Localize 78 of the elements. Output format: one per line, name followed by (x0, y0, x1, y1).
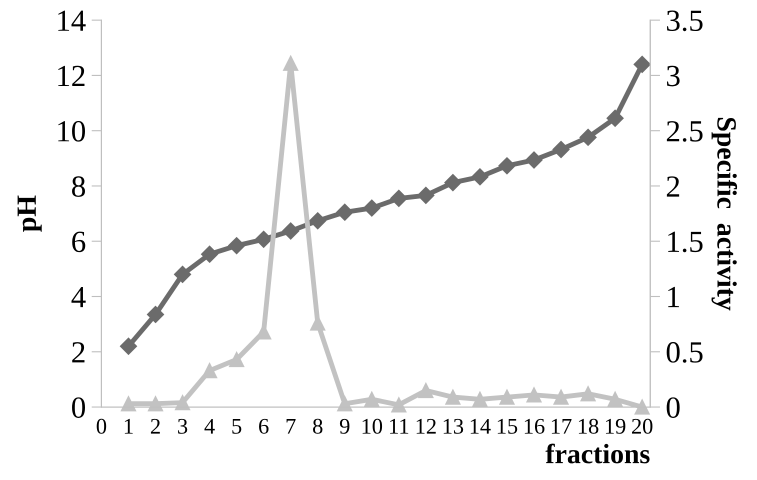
point (228, 237, 246, 254)
y2-tick-label: 3 (667, 66, 680, 86)
x-tick-label: 16 (524, 418, 544, 434)
y-tick-label: 8 (72, 176, 85, 197)
point (607, 392, 623, 407)
y-tick-label: 10 (58, 120, 85, 142)
point (146, 306, 164, 324)
point (174, 394, 190, 410)
x-tick-label: 6 (259, 418, 269, 434)
y2-tick-label: 0.5 (666, 342, 703, 363)
y2-tick-label: 1 (668, 286, 679, 308)
point (499, 389, 515, 405)
x-tick-label: 8 (313, 418, 322, 434)
x-tick-label: 18 (578, 418, 598, 434)
x-tick-label: 1 (124, 418, 133, 434)
x-tick-label: 12 (416, 418, 436, 434)
x-tick-label: 3 (178, 418, 188, 434)
x-tick-label: 13 (444, 418, 464, 434)
point (255, 230, 272, 248)
x-tick-label: 7 (286, 419, 296, 434)
y-tick-label: 14 (58, 10, 86, 31)
point (282, 222, 300, 240)
x-tick-label: 17 (552, 418, 572, 434)
point (391, 397, 406, 412)
x-tick-label: 14 (470, 418, 491, 434)
x-tick-label: 2 (150, 418, 160, 434)
x-axis-title: fractions (546, 444, 650, 464)
point (283, 56, 298, 71)
y-tick-label: 2 (72, 342, 84, 362)
point (498, 157, 516, 174)
point (364, 392, 380, 407)
x-tick-label: 5 (232, 419, 242, 434)
point (201, 246, 218, 263)
point (553, 389, 569, 405)
y-tick-label: 4 (71, 286, 86, 308)
point (202, 362, 218, 378)
point (120, 396, 136, 412)
x-tick-label: 4 (204, 418, 215, 434)
point (390, 190, 408, 207)
point (444, 174, 462, 192)
y2-tick-label: 3.5 (667, 10, 703, 32)
point (471, 168, 488, 186)
y2-tick-label: 2.5 (666, 121, 703, 142)
x-tick-label: 20 (632, 418, 652, 434)
y2-tick-label: 0 (666, 397, 680, 418)
point (363, 200, 380, 217)
x-tick-label: 0 (96, 418, 106, 434)
point (228, 352, 244, 368)
point (634, 56, 651, 73)
point (606, 110, 624, 127)
point (552, 140, 570, 158)
point (472, 392, 488, 407)
point (525, 151, 543, 169)
point (309, 212, 326, 230)
point (418, 382, 434, 398)
x-tick-label: 10 (362, 418, 382, 434)
point (526, 387, 542, 403)
point (580, 386, 596, 402)
point (417, 186, 434, 204)
y-tick-label: 0 (72, 397, 85, 418)
point (580, 128, 597, 146)
x-tick-label: 11 (390, 418, 408, 434)
point (148, 396, 164, 412)
x-tick-label: 9 (340, 418, 350, 434)
x-tick-label: 15 (498, 418, 518, 434)
y2-axis-title: Specific activity (712, 118, 738, 311)
point (337, 396, 352, 412)
y2-tick-label: 1.5 (668, 232, 703, 252)
y-axis-title: pH (18, 196, 42, 232)
x-tick-label: 19 (606, 418, 626, 434)
point (634, 399, 650, 415)
point (174, 266, 192, 283)
y2-tick-label: 2 (666, 176, 680, 197)
point (120, 338, 138, 355)
y-tick-label: 6 (72, 232, 86, 252)
point (336, 204, 354, 221)
point (445, 389, 461, 405)
y-tick-label: 12 (58, 66, 84, 86)
